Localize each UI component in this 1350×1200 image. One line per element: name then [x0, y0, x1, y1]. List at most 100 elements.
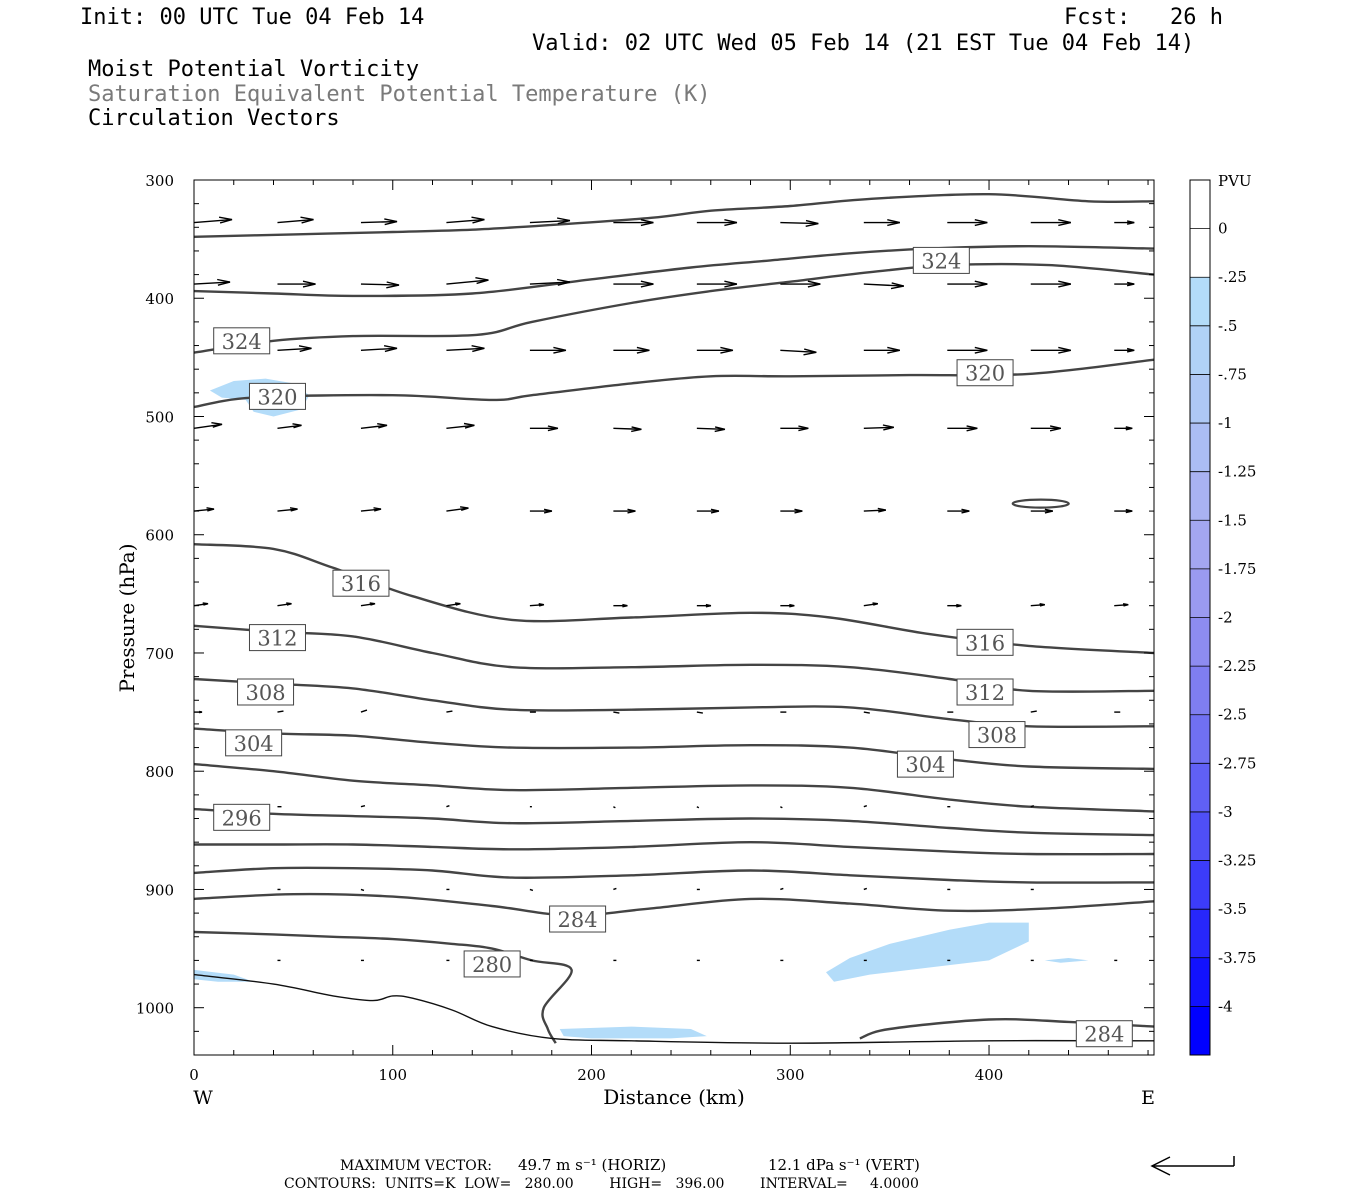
- circulation-vector: [947, 219, 988, 227]
- circulation-vector: [1030, 425, 1061, 432]
- contour-label: 308: [237, 678, 295, 706]
- colorbar-tick-label: -3: [1218, 803, 1233, 821]
- circulation-vector: [529, 603, 545, 607]
- circulation-vector: [613, 603, 628, 608]
- colorbar-segment: [1190, 374, 1210, 424]
- contour-label: 296: [213, 803, 271, 831]
- colorbar-tick-label: -3.5: [1218, 900, 1247, 918]
- circulation-vector: [863, 711, 870, 714]
- circulation-vector: [1114, 220, 1135, 225]
- colorbar-segment: [1190, 180, 1210, 230]
- circulation-vector: [277, 710, 284, 713]
- circulation-vector: [780, 887, 784, 891]
- circulation-vector: [613, 887, 617, 891]
- contour-label-text: 280: [472, 953, 512, 977]
- circulation-vector: [446, 277, 489, 285]
- circulation-vector: [780, 425, 809, 432]
- colorbar-tick-label: -1.25: [1218, 463, 1256, 481]
- circulation-vector: [1030, 346, 1071, 354]
- circulation-vector: [277, 216, 314, 224]
- colorbar-segment: [1190, 423, 1210, 473]
- colorbar-tick-label: -.25: [1218, 268, 1247, 286]
- mpv-region-3: [1044, 958, 1089, 963]
- circulation-vector: [780, 280, 821, 288]
- colorbar-segment: [1190, 228, 1210, 278]
- circulation-vector: [360, 888, 365, 892]
- circulation-vector: [780, 603, 795, 608]
- y-tick-label: 700: [145, 645, 174, 663]
- circulation-vector: [1030, 710, 1037, 713]
- contour-label: 320: [956, 359, 1014, 387]
- circulation-vector: [947, 346, 988, 354]
- circulation-vector: [529, 217, 571, 225]
- isentrope-280-12: [193, 892, 1155, 917]
- reference-vector-arrow: [1150, 1156, 1235, 1176]
- isentrope-284-11: [193, 866, 1155, 884]
- circulation-vector: [613, 346, 650, 354]
- circulation-vector: [696, 346, 734, 354]
- circulation-vector: [863, 282, 904, 290]
- colorbar-segment: [1190, 568, 1210, 618]
- isentrope-276-13: [193, 930, 573, 1044]
- circulation-vector: [360, 602, 376, 607]
- colorbar-segment: [1190, 277, 1210, 327]
- circulation-vector: [696, 711, 703, 714]
- circulation-vector: [947, 425, 978, 432]
- circulation-vector: [277, 602, 292, 607]
- field-title-vectors: Circulation Vectors: [88, 106, 340, 131]
- contour-label: 324: [912, 246, 970, 274]
- circulation-vector: [947, 508, 970, 514]
- contour-label-text: 308: [246, 681, 286, 705]
- circulation-vector: [446, 602, 461, 607]
- circulation-vector: [1030, 280, 1071, 288]
- isentrope-320-2: [193, 262, 1155, 354]
- circulation-vector: [863, 887, 868, 891]
- vector-layer: [193, 216, 1135, 962]
- mpv-region-5: [559, 1026, 707, 1039]
- circulation-vector: [277, 280, 316, 288]
- y-tick-label: 400: [145, 290, 174, 308]
- circulation-vector: [780, 348, 817, 356]
- y-tick-label: 300: [145, 172, 174, 190]
- circulation-vector: [277, 423, 302, 430]
- circulation-vector: [360, 345, 398, 353]
- colorbar-tick-label: -2: [1218, 609, 1233, 627]
- circulation-vector: [696, 603, 712, 608]
- circulation-vector: [529, 888, 534, 892]
- circulation-vector: [613, 806, 616, 809]
- contour-label-text: 284: [558, 908, 598, 932]
- circulation-vector: [446, 345, 485, 353]
- circulation-vector: [277, 507, 298, 512]
- circulation-vector: [863, 805, 868, 808]
- circulation-vector: [613, 711, 620, 714]
- colorbar-segment: [1190, 909, 1210, 959]
- contour-label-text: 320: [257, 385, 297, 409]
- colorbar-segment: [1190, 325, 1210, 375]
- colorbar-segment: [1190, 860, 1210, 910]
- circulation-vector: [613, 508, 636, 514]
- circulation-vector: [360, 218, 398, 226]
- isentrope-292-9: [193, 807, 1155, 837]
- contour-label-text: 284: [1084, 1023, 1124, 1047]
- circulation-vector: [529, 508, 553, 514]
- circulation-vector: [780, 219, 819, 227]
- y-tick-label: 600: [145, 527, 174, 545]
- circulation-vector: [863, 346, 900, 354]
- circulation-vector: [529, 346, 567, 354]
- forecast-hour: Fcst: 26 h: [1064, 5, 1223, 30]
- colorbar-tick-label: -3.25: [1218, 852, 1256, 870]
- colorbar-segment: [1190, 617, 1210, 667]
- circulation-vector: [780, 806, 783, 809]
- colorbar-tick-label: -4: [1218, 997, 1233, 1015]
- colorbar-segment: [1190, 811, 1210, 862]
- contour-label: 304: [896, 750, 954, 778]
- mpv-region-4: [194, 969, 254, 982]
- circulation-vector: [193, 278, 231, 286]
- contour-label-layer: 324 324 320 320 316 316 312 312 308 308 304 304 296 2…: [213, 246, 1133, 1048]
- circulation-vector: [360, 423, 388, 430]
- x-axis-title: Distance (km): [603, 1085, 745, 1109]
- circulation-vector: [696, 426, 726, 433]
- colorbar-tick-label: -2.5: [1218, 706, 1247, 724]
- contour-label: 320: [248, 382, 306, 410]
